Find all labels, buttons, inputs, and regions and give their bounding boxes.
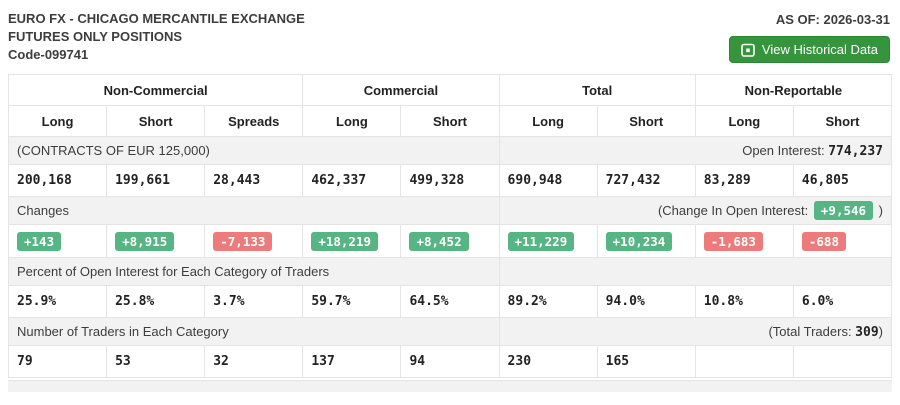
change-oi-prefix: (Change In Open Interest: [657,203,812,218]
traders-value: 32 [204,345,304,378]
traders-value: 94 [400,345,500,378]
view-historical-data-button[interactable]: View Historical Data [728,36,890,63]
position-value: 83,289 [694,164,794,197]
traders-value [694,345,794,378]
change-badge: -688 [801,231,846,251]
total-traders-cell: (Total Traders: 309) [498,317,893,346]
change-badge: -1,683 [703,231,763,251]
col-header: Short [792,105,893,137]
traders-value [792,345,893,378]
calendar-icon [741,43,755,57]
column-header-row: Long Short Spreads Long Short Long Short… [7,105,893,137]
percent-label-row: Percent of Open Interest for Each Catego… [8,257,893,286]
open-interest-value: 774,237 [828,143,883,159]
change-oi-value-badge: +9,546 [813,201,874,220]
position-value: 499,328 [400,164,500,197]
cot-report-table: Non-Commercial Commercial Total Non-Repo… [7,74,893,378]
page-header: EURO FX - CHICAGO MERCANTILE EXCHANGE FU… [0,0,900,74]
open-interest-cell: Open Interest: 774,237 [498,136,893,165]
col-header: Spreads [204,105,304,137]
total-traders-suffix: ) [878,323,883,339]
percent-value: 6.0% [792,285,893,318]
traders-value: 165 [596,345,696,378]
position-value: 727,432 [596,164,696,197]
changes-row: +143 +8,915 -7,133 +18,219 +8,452 +11,22… [7,224,893,258]
positions-row: 200,168 199,661 28,443 462,337 499,328 6… [7,164,893,197]
group-total: Total [498,74,696,106]
as-of-date: AS OF: 2026-03-31 [775,12,890,27]
contracts-label-row: (CONTRACTS OF EUR 125,000) Open Interest… [8,136,893,165]
change-in-open-interest-cell: (Change In Open Interest: +9,546 ) [498,196,893,225]
change-badge: +11,229 [507,231,575,251]
position-value: 690,948 [498,164,598,197]
percent-value: 3.7% [204,285,304,318]
traders-value: 53 [106,345,206,378]
percent-label-spacer [498,257,893,286]
col-header: Short [106,105,206,137]
position-value: 462,337 [302,164,402,197]
percent-value: 25.8% [106,285,206,318]
traders-label: Number of Traders in Each Category [8,317,500,346]
group-non-commercial: Non-Commercial [7,74,304,106]
changes-label: Changes [8,196,500,225]
percent-value: 25.9% [7,285,108,318]
position-value: 199,661 [106,164,206,197]
report-title: EURO FX - CHICAGO MERCANTILE EXCHANGE FU… [8,10,305,64]
traders-value: 230 [498,345,598,378]
col-header: Long [498,105,598,137]
title-line-3: Code-099741 [8,47,89,62]
change-badge: +8,452 [409,231,469,251]
percent-value: 59.7% [302,285,402,318]
change-badge: -7,133 [213,231,273,251]
percent-value: 64.5% [400,285,500,318]
contracts-of-label: (CONTRACTS OF EUR 125,000) [8,136,500,165]
col-header: Long [694,105,794,137]
percent-value: 10.8% [694,285,794,318]
traders-label-row: Number of Traders in Each Category (Tota… [8,317,893,346]
traders-value: 137 [302,345,402,378]
changes-label-row: Changes (Change In Open Interest: +9,546… [8,196,893,225]
percent-value: 94.0% [596,285,696,318]
change-badge: +8,915 [115,231,175,251]
change-badge: +10,234 [605,231,673,251]
group-header-row: Non-Commercial Commercial Total Non-Repo… [7,74,893,106]
group-commercial: Commercial [302,74,500,106]
title-line-1: EURO FX - CHICAGO MERCANTILE EXCHANGE [8,11,305,26]
next-section-strip [8,380,892,392]
col-header: Short [400,105,500,137]
position-value: 28,443 [204,164,304,197]
change-oi-suffix: ) [875,203,883,218]
total-traders-value: 309 [855,324,879,340]
col-header: Long [302,105,402,137]
header-right: AS OF: 2026-03-31 View Historical Data [728,10,892,63]
change-badge: +143 [17,231,62,251]
col-header: Short [596,105,696,137]
open-interest-label: Open Interest: [742,142,829,158]
col-header: Long [7,105,108,137]
position-value: 200,168 [7,164,108,197]
percents-row: 25.9% 25.8% 3.7% 59.7% 64.5% 89.2% 94.0%… [7,285,893,318]
title-line-2: FUTURES ONLY POSITIONS [8,29,183,44]
total-traders-prefix: (Total Traders: [768,323,856,339]
percent-label: Percent of Open Interest for Each Catego… [8,257,500,286]
position-value: 46,805 [792,164,893,197]
change-badge: +18,219 [311,231,379,251]
view-historical-data-label: View Historical Data [761,42,878,57]
percent-value: 89.2% [498,285,598,318]
traders-value: 79 [7,345,108,378]
traders-row: 79 53 32 137 94 230 165 [7,345,893,378]
group-non-reportable: Non-Reportable [694,74,893,106]
